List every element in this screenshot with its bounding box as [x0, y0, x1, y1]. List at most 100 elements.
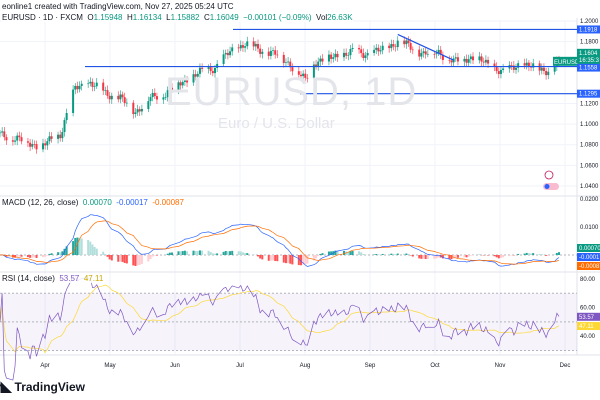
- macd-histogram-bar: [26, 255, 29, 258]
- candle-body: [80, 83, 83, 86]
- candle-body: [59, 134, 62, 139]
- candle-body: [482, 61, 485, 63]
- macd-histogram-bar: [106, 255, 109, 257]
- macd-histogram-bar: [465, 255, 468, 258]
- level-price-tag: [577, 25, 600, 34]
- candle-body: [269, 50, 272, 56]
- volume-label: Vol: [316, 13, 328, 22]
- macd-histogram-bar: [224, 251, 227, 255]
- candle-body: [140, 108, 143, 112]
- candle-body: [517, 63, 520, 68]
- macd-histogram-bar: [136, 255, 139, 266]
- macd-histogram-bar: [214, 253, 216, 255]
- candle-body: [57, 134, 60, 139]
- macd-histogram-bar: [499, 255, 502, 259]
- candle-body: [110, 95, 113, 100]
- high-label: H: [126, 13, 133, 22]
- candle-body: [33, 144, 36, 145]
- candle-body: [390, 44, 393, 49]
- macd-histogram-bar: [80, 238, 83, 255]
- macd-histogram-bar: [104, 254, 107, 255]
- macd-histogram-bar: [35, 255, 38, 258]
- macd-histogram-bar: [547, 255, 550, 256]
- macd-histogram-bar: [422, 255, 425, 259]
- macd-tick-label: 0.0100: [580, 225, 599, 231]
- macd-histogram-bar: [231, 250, 234, 255]
- macd-legend[interactable]: MACD (12, 26, close) 0.00070 -0.00017 -0…: [2, 198, 184, 207]
- candle-body: [65, 112, 68, 121]
- candle-body: [254, 43, 257, 47]
- candle-body: [252, 41, 255, 47]
- rsi-value: 53.57: [59, 274, 80, 283]
- macd-histogram-bar: [50, 253, 53, 255]
- candle-body: [121, 94, 124, 98]
- candle-body: [403, 40, 406, 45]
- candle-body: [497, 71, 500, 75]
- candle-body: [289, 61, 292, 68]
- macd-histogram-bar: [177, 251, 180, 255]
- price-tick-label: 1.1800: [580, 40, 599, 46]
- rsi-legend[interactable]: RSI (14, close) 53.57 47.11: [2, 274, 104, 283]
- candle-body: [379, 50, 382, 52]
- macd-histogram-bar: [244, 253, 247, 255]
- candle-body: [276, 54, 279, 56]
- macd-histogram-bar: [29, 255, 32, 258]
- level-price-label: 1.1295: [579, 92, 598, 98]
- candle-body: [366, 52, 369, 56]
- candle-body: [35, 144, 38, 150]
- candle-body: [336, 53, 339, 58]
- price-tick-label: 1.2000: [580, 19, 599, 25]
- macd-histogram-bar: [252, 254, 255, 255]
- macd-histogram-bar: [282, 255, 285, 263]
- macd-histogram-bar: [87, 239, 90, 255]
- replay-dot-icon: [544, 184, 550, 189]
- candle-body: [192, 74, 195, 83]
- tradingview-logo[interactable]: ▰◣ TradingView: [0, 378, 85, 395]
- candle-body: [545, 71, 548, 76]
- macd-histogram-bar: [287, 255, 290, 264]
- candle-body: [61, 132, 64, 139]
- candle-body: [478, 56, 481, 61]
- macd-histogram-bar: [527, 253, 530, 255]
- level-price-label: 1.1558: [579, 66, 598, 72]
- candle-body: [351, 47, 354, 49]
- candle-body: [525, 62, 528, 66]
- candle-body: [5, 137, 8, 141]
- time-tick-label: Dec: [560, 363, 571, 369]
- candle-body: [441, 54, 444, 61]
- rsi-ma-line: [0, 284, 560, 354]
- macd-histogram-bar: [198, 250, 201, 255]
- candle-body: [46, 141, 49, 146]
- candle-body: [239, 45, 242, 49]
- macd-histogram-bar: [435, 255, 438, 259]
- macd-histogram-bar: [360, 252, 363, 255]
- rsi-tick-label: 40.00: [580, 334, 596, 340]
- symbol-tag-label: EURUSD: [554, 60, 580, 66]
- candle-body: [381, 45, 384, 51]
- candle-body: [456, 57, 459, 62]
- macd-histogram-bar: [452, 255, 455, 259]
- macd-histogram-bar: [134, 255, 137, 267]
- candle-body: [48, 136, 51, 142]
- macd-histogram-bar: [276, 255, 279, 262]
- macd-histogram-bar: [424, 255, 427, 260]
- candle-body: [437, 49, 440, 54]
- candle-body: [186, 79, 189, 83]
- candle-body: [1, 131, 4, 133]
- candle-body: [166, 90, 169, 98]
- macd-histogram-bar: [57, 252, 60, 255]
- macd-histogram-bar: [302, 255, 305, 265]
- candle-body: [409, 43, 412, 50]
- macd-histogram-bar: [306, 255, 309, 264]
- candle-body: [420, 53, 423, 57]
- macd-histogram-bar: [201, 250, 204, 255]
- macd-histogram-bar: [538, 254, 541, 255]
- candle-body: [469, 56, 472, 60]
- candle-body: [547, 71, 550, 76]
- candle-body: [512, 65, 515, 70]
- macd-histogram-bar: [336, 251, 339, 255]
- macd-histogram-bar: [523, 253, 526, 255]
- macd-histogram-bar: [463, 255, 466, 258]
- symbol-label[interactable]: EURUSD · 1D · FXCM: [2, 13, 83, 22]
